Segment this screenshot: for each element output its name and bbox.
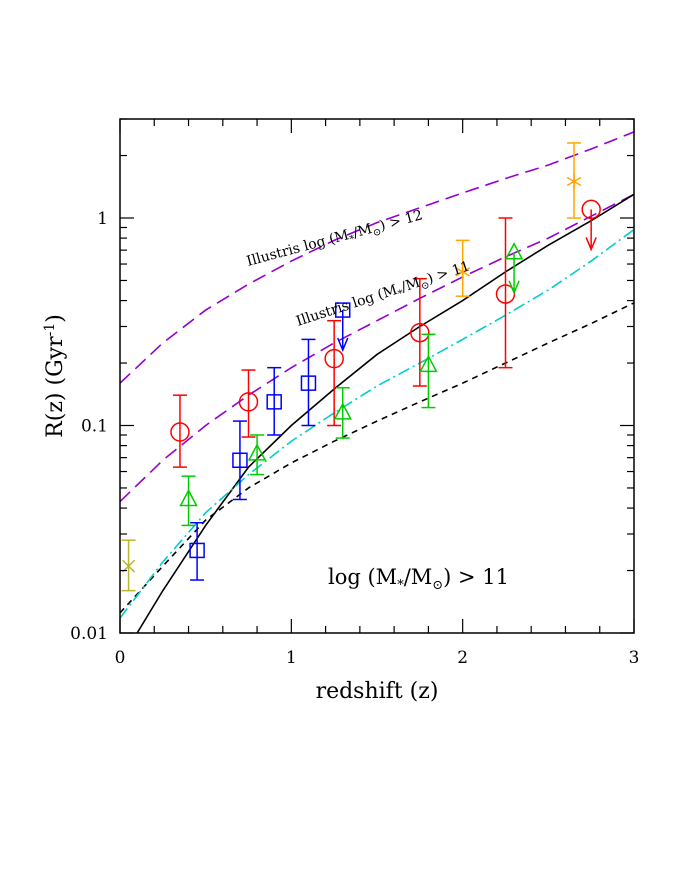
y-tick-label: 1 (97, 209, 108, 229)
asterisk-point (455, 239, 470, 297)
mass-cut-annotation: log (M*/M⊙) > 11 (328, 565, 509, 593)
y-axis-label-close: ) (43, 314, 68, 323)
circle-marker (238, 392, 259, 412)
circle-point (170, 394, 190, 468)
axis-ticks: 0 1 2 3 0.01 0.1 1 (70, 118, 640, 668)
y-axis-label-main: R(z) (43, 393, 68, 438)
asterisk-stroke (566, 176, 582, 187)
triangle-point (504, 242, 524, 295)
triangle-point (333, 387, 352, 439)
square-point (334, 302, 351, 353)
arrow-head (508, 280, 520, 295)
asterisk-point (566, 142, 582, 219)
y-tick-label: 0.1 (81, 417, 108, 437)
square-point (266, 366, 282, 436)
square-marker (189, 542, 205, 559)
circle-marker (324, 348, 344, 369)
plot-frame (119, 118, 635, 634)
circle-marker (170, 422, 190, 442)
x-tick-label: 2 (457, 648, 468, 668)
triangle-marker (247, 443, 267, 461)
circle-marker (410, 322, 430, 343)
curve-short-dash-3 (120, 302, 634, 614)
curve-solid-2 (136, 193, 634, 633)
square-marker (266, 394, 282, 410)
x-axis-label: redshift (z) (316, 679, 439, 704)
triangle-marker (333, 402, 352, 420)
asterisk-stroke (455, 267, 470, 277)
x-tick-label: 3 (629, 648, 640, 668)
data-points (121, 142, 601, 592)
y-axis-label-unit: (Gyr (43, 336, 68, 386)
triangle-point (179, 475, 198, 527)
triangle-point (247, 434, 267, 476)
square-point (232, 420, 248, 501)
circle-point (410, 277, 430, 387)
square-marker (300, 375, 317, 391)
arrow-head (337, 337, 349, 353)
circle-point (495, 217, 516, 369)
arrow-head (585, 237, 597, 252)
circle-marker (495, 284, 516, 304)
square-marker (334, 302, 351, 318)
circle-point (238, 369, 259, 438)
circle-point (324, 319, 344, 427)
model-curves (120, 131, 634, 633)
square-point (189, 521, 205, 581)
y-tick-label: 0.01 (70, 624, 108, 644)
x-tick-label: 1 (286, 648, 297, 668)
illustris-12-label: Illustris log (M*/M⊙) > 12 (245, 207, 425, 272)
triangle-point (419, 333, 438, 409)
square-point (300, 338, 317, 427)
cross-point (121, 539, 136, 592)
square-marker (232, 452, 248, 469)
y-axis-label-exponent: -1 (42, 323, 58, 337)
illustris-11-label: Illustris log (M*/M⊙) > 11 (294, 258, 473, 332)
curve-long-dash-0 (120, 131, 634, 384)
curve-dash-dot-4 (120, 228, 634, 619)
curve-long-dash-1 (120, 193, 634, 503)
triangle-marker (504, 242, 524, 260)
circle-marker (581, 199, 601, 220)
circle-point (581, 199, 601, 252)
triangle-marker (179, 488, 198, 507)
triangle-marker (419, 354, 438, 373)
x-tick-label: 0 (115, 648, 126, 668)
y-axis-label: R(z) (Gyr-1) (42, 314, 68, 438)
